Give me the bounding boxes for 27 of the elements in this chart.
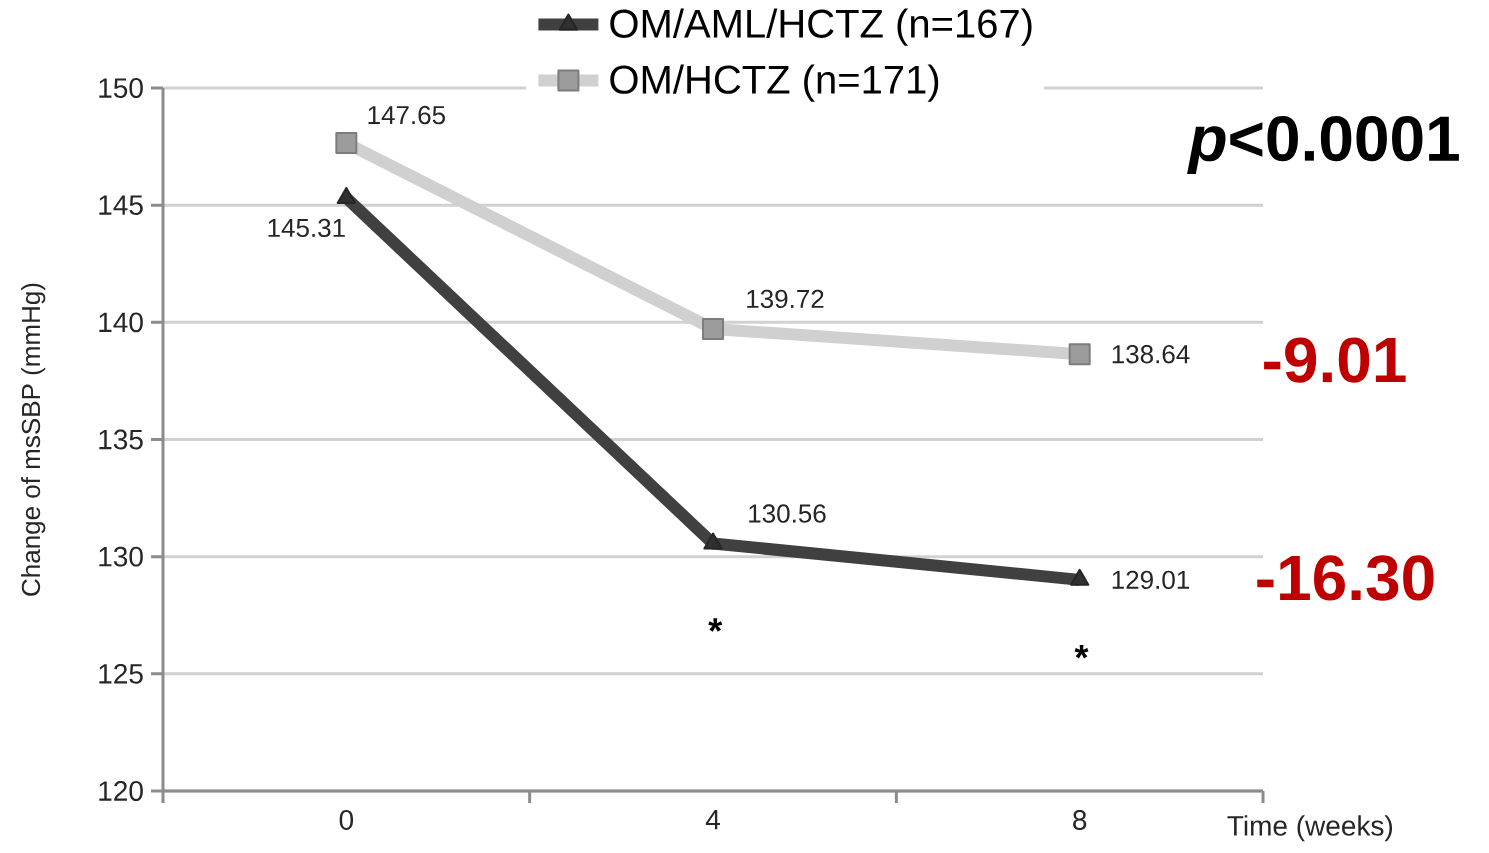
point (703, 532, 723, 550)
data-label: 138.64 (1112, 344, 1190, 364)
data-label: 145.31 (268, 218, 345, 238)
y-tick-label: 140 (99, 312, 143, 333)
y-tick-label: 125 (99, 663, 143, 684)
x-tick-label: 8 (1073, 810, 1087, 830)
x-axis-title: Time (weeks) (1227, 815, 1393, 842)
y-axis-title: Change of msSBP (mmHg) (21, 283, 46, 596)
y-tick-label: 145 (99, 195, 143, 215)
text: -9.01 (1264, 337, 1406, 383)
annotation: p<0.0001 (1187, 115, 1459, 174)
data-label: 130.56 (749, 504, 826, 523)
annotation: * (708, 618, 723, 632)
point (1070, 568, 1090, 586)
y-tick-label: 120 (99, 781, 143, 801)
y-tick-label: 150 (99, 78, 143, 98)
data-label: 147.65 (368, 105, 445, 125)
legend-label: OM/HCTZ (n=171) (610, 64, 939, 102)
x-tick-label: 4 (705, 810, 720, 830)
legend-label: OM/AML/HCTZ (n=167) (610, 8, 1032, 46)
annotation: -16.30 (1257, 555, 1434, 601)
data-label: 139.72 (747, 289, 824, 309)
x-tick-label: 0 (339, 810, 354, 830)
y-tick-label: 130 (99, 546, 143, 567)
annotation: * (1074, 645, 1089, 659)
y-tick-label: 135 (99, 429, 143, 450)
data-label: 129.01 (1112, 570, 1189, 590)
